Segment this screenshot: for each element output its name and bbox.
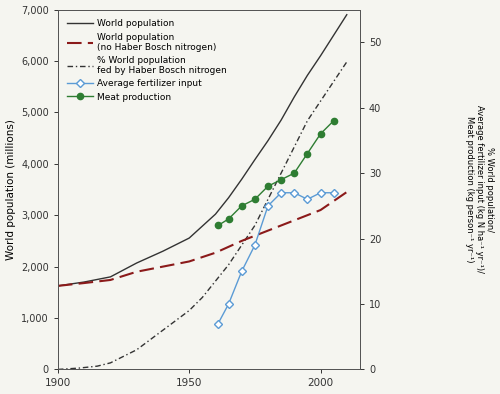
Y-axis label: % World population/
Average fertilizer input (kg N ha⁻¹ yr⁻¹)/
Meat production (: % World population/ Average fertilizer i… xyxy=(464,106,494,273)
Y-axis label: World population (millions): World population (millions) xyxy=(6,119,16,260)
Legend: World population, World population
(no Haber Bosch nitrogen), % World population: World population, World population (no H… xyxy=(66,18,228,103)
